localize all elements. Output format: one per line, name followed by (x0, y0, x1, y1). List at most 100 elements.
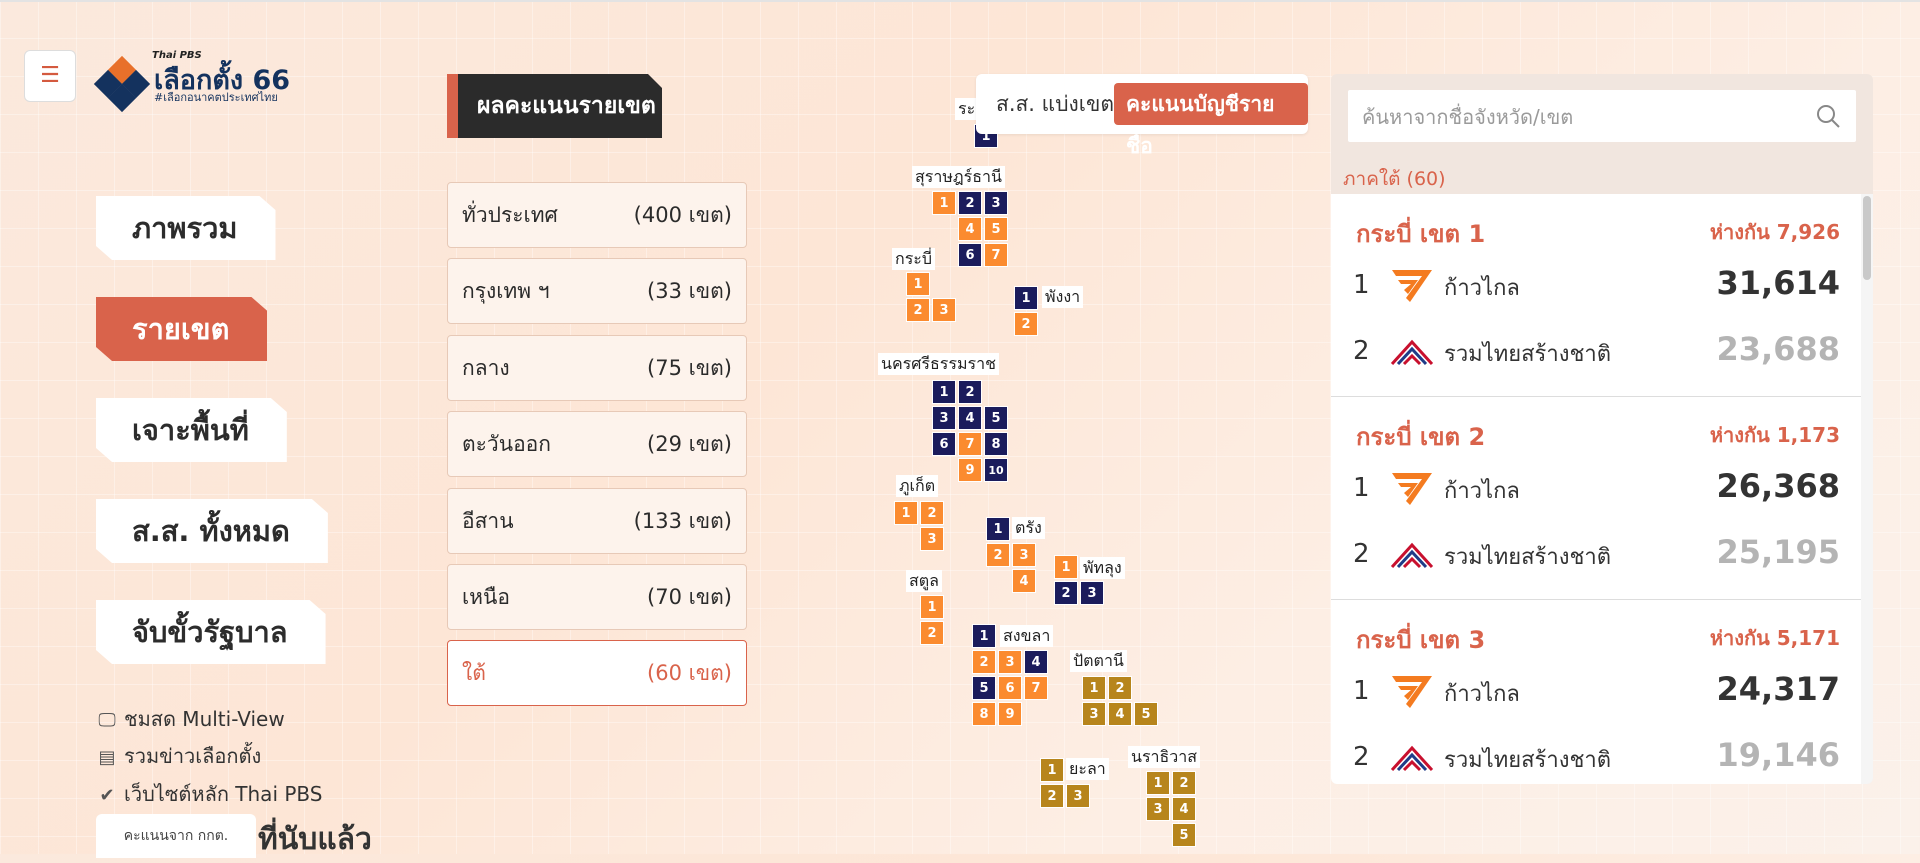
district-tile[interactable]: 3 (932, 406, 956, 430)
region-east[interactable]: ตะวันออก (29 เขต) (447, 411, 747, 477)
district-tile[interactable]: 1 (1082, 676, 1106, 700)
nav-area[interactable]: เจาะพื้นที่ (96, 398, 287, 462)
province-label: สงขลา (1000, 625, 1054, 647)
district-tile[interactable]: 9 (998, 702, 1022, 726)
source-label: คะแนนจาก กกต. (96, 814, 256, 858)
region-northeast[interactable]: อีสาน (133 เขต) (447, 488, 747, 554)
move-forward-logo-icon (1392, 473, 1432, 505)
party-name: รวมไทยสร้างชาติ (1444, 545, 1612, 570)
rank: 1 (1353, 473, 1370, 503)
district-card[interactable]: กระบี่ เขต 1 ห่างกัน 7,926 1 ก้าวไกล 31,… (1331, 194, 1861, 397)
district-name: กระบี่ เขต 1 (1356, 220, 1486, 248)
nav-overview[interactable]: ภาพรวม (96, 196, 276, 260)
district-tile[interactable]: 1 (894, 501, 918, 525)
rank: 2 (1353, 539, 1370, 569)
district-tile[interactable]: 4 (1012, 569, 1036, 593)
region-label: ภาคใต้ (60) (1343, 168, 1446, 190)
district-tile[interactable]: 1 (906, 272, 930, 296)
nav-all-mps[interactable]: ส.ส. ทั้งหมด (96, 499, 328, 563)
district-tile[interactable]: 3 (920, 527, 944, 551)
district-tile[interactable]: 3 (1012, 543, 1036, 567)
district-tile[interactable]: 7 (1024, 676, 1048, 700)
district-tile[interactable]: 2 (906, 298, 930, 322)
province-label: สุราษฎร์ธานี (912, 166, 1005, 188)
district-tile[interactable]: 1 (1040, 758, 1064, 782)
toggle-party-list[interactable]: คะแนนบัญชีรายชื่อ (1114, 83, 1308, 158)
district-tile[interactable]: 2 (958, 380, 982, 404)
nav-coalition[interactable]: จับขั้วรัฐบาล (96, 600, 326, 664)
region-count: (60 เขต) (647, 661, 732, 685)
district-tile[interactable]: 7 (984, 243, 1008, 267)
region-bangkok[interactable]: กรุงเทพ ฯ (33 เขต) (447, 258, 747, 324)
district-tile[interactable]: 3 (998, 650, 1022, 674)
logo-mark-icon (93, 55, 151, 113)
district-tile[interactable]: 8 (984, 432, 1008, 456)
district-tile[interactable]: 2 (1054, 581, 1078, 605)
district-tile[interactable]: 1 (932, 191, 956, 215)
district-tile[interactable]: 3 (984, 191, 1008, 215)
link-news[interactable]: ▤ รวมข่าวเลือกตั้ง (96, 743, 261, 769)
district-tile[interactable]: 4 (1024, 650, 1048, 674)
district-tile[interactable]: 6 (998, 676, 1022, 700)
ruam-thai-sang-chart-logo-icon (1390, 339, 1434, 366)
region-north[interactable]: เหนือ (70 เขต) (447, 564, 747, 630)
district-tile[interactable]: 4 (1108, 702, 1132, 726)
district-tile[interactable]: 6 (958, 243, 982, 267)
district-tile[interactable]: 2 (972, 650, 996, 674)
district-tile[interactable]: 1 (972, 624, 996, 648)
search-input[interactable] (1348, 90, 1804, 144)
logo[interactable]: Thai PBS เลือกตั้ง 66 #เลือกอนาคตประเทศไ… (93, 50, 296, 113)
district-tile[interactable]: 5 (972, 676, 996, 700)
district-tile[interactable]: 8 (972, 702, 996, 726)
district-tile[interactable]: 7 (958, 432, 982, 456)
move-forward-logo-icon (1392, 676, 1432, 708)
district-tile[interactable]: 2 (1108, 676, 1132, 700)
district-tile[interactable]: 4 (1172, 797, 1196, 821)
district-tile[interactable]: 2 (1014, 312, 1038, 336)
region-nationwide[interactable]: ทั่วประเทศ (400 เขต) (447, 182, 747, 248)
district-tile[interactable]: 5 (1172, 823, 1196, 847)
district-tile[interactable]: 2 (920, 621, 944, 645)
district-tile[interactable]: 4 (958, 406, 982, 430)
region-central[interactable]: กลาง (75 เขต) (447, 335, 747, 401)
district-tile[interactable]: 1 (1146, 771, 1170, 795)
district-tile[interactable]: 9 (958, 458, 982, 482)
region-south[interactable]: ใต้ (60 เขต) (447, 640, 747, 706)
district-tile[interactable]: 6 (932, 432, 956, 456)
link-multiview[interactable]: 🖵 ชมสด Multi-View (96, 706, 284, 732)
district-tile[interactable]: 3 (1066, 784, 1090, 808)
province-label: กระบี่ (892, 248, 936, 270)
results-scrollbar[interactable] (1861, 194, 1873, 784)
link-thaipbs[interactable]: ✔ เว็บไซต์หลัก Thai PBS (96, 781, 322, 807)
province-label: พังงา (1042, 286, 1084, 308)
district-tile[interactable]: 5 (984, 406, 1008, 430)
district-tile[interactable]: 4 (958, 217, 982, 241)
scrollbar-thumb[interactable] (1863, 196, 1871, 280)
district-tile[interactable]: 3 (1080, 581, 1104, 605)
district-tile[interactable]: 1 (1054, 555, 1078, 579)
toggle-constituency[interactable]: ส.ส. แบ่งเขต (996, 92, 1114, 116)
district-tile[interactable]: 5 (984, 217, 1008, 241)
district-card[interactable]: กระบี่ เขต 3 ห่างกัน 5,171 1 ก้าวไกล 24,… (1331, 600, 1861, 784)
district-tile[interactable]: 2 (1040, 784, 1064, 808)
district-tile[interactable]: 1 (986, 517, 1010, 541)
district-tile[interactable]: 3 (1082, 702, 1106, 726)
district-tile[interactable]: 1 (932, 380, 956, 404)
district-card[interactable]: กระบี่ เขต 2 ห่างกัน 1,173 1 ก้าวไกล 26,… (1331, 397, 1861, 600)
district-tile[interactable]: 2 (958, 191, 982, 215)
province-label: สตูล (906, 570, 942, 592)
district-tile[interactable]: 10 (984, 458, 1008, 482)
district-tile[interactable]: 2 (1172, 771, 1196, 795)
district-tile[interactable]: 1 (1014, 286, 1038, 310)
district-tile[interactable]: 3 (1146, 797, 1170, 821)
district-tile[interactable]: 1 (920, 595, 944, 619)
search-icon[interactable] (1814, 102, 1842, 130)
district-tile[interactable]: 2 (986, 543, 1010, 567)
nav-district[interactable]: รายเขต (96, 297, 267, 361)
district-tile[interactable]: 5 (1134, 702, 1158, 726)
rank: 1 (1353, 676, 1370, 706)
district-tile[interactable]: 2 (920, 501, 944, 525)
menu-button[interactable]: ☰ (24, 50, 76, 102)
district-tile[interactable]: 3 (932, 298, 956, 322)
logo-tagline: #เลือกอนาคตประเทศไทย (154, 91, 278, 104)
